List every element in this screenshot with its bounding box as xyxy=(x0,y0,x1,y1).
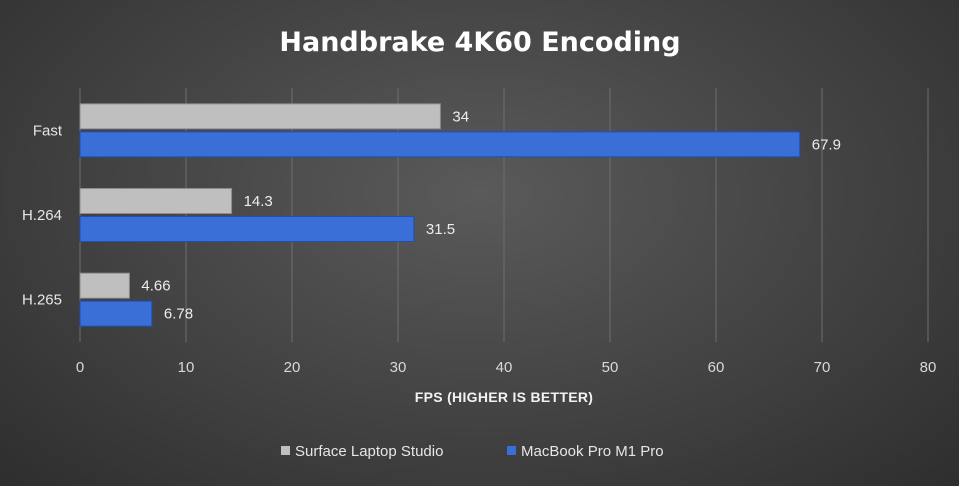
x-tick-label: 20 xyxy=(284,359,301,376)
legend-label: Surface Laptop Studio xyxy=(295,443,443,460)
legend-swatch xyxy=(281,446,290,455)
bar xyxy=(79,272,130,299)
legend: Surface Laptop Studio MacBook Pro M1 Pro xyxy=(281,443,664,460)
legend-label: MacBook Pro M1 Pro xyxy=(521,443,664,460)
legend-swatch xyxy=(507,446,516,455)
category-label: Fast xyxy=(33,122,63,139)
bar xyxy=(79,300,153,327)
bar xyxy=(79,131,801,158)
data-label: 14.3 xyxy=(244,193,273,210)
bar xyxy=(79,103,441,130)
x-tick-label: 50 xyxy=(602,359,619,376)
data-label: 6.78 xyxy=(164,306,193,323)
category-label: H.265 xyxy=(22,292,62,309)
bars: 34 67.9 14.3 31.5 4.66 6.78 xyxy=(79,103,841,327)
data-label: 31.5 xyxy=(426,221,455,238)
category-labels: Fast H.264 H.265 xyxy=(22,122,63,308)
x-tick-label: 30 xyxy=(390,359,407,376)
chart-title: Handbrake 4K60 Encoding xyxy=(279,27,680,58)
gridlines xyxy=(79,88,929,342)
x-axis-title: FPS (HIGHER IS BETTER) xyxy=(415,389,594,405)
x-tick-label: 60 xyxy=(708,359,725,376)
x-tick-label: 70 xyxy=(814,359,831,376)
x-tick-labels: 0 10 20 30 40 50 60 70 80 xyxy=(76,359,937,376)
x-tick-label: 40 xyxy=(496,359,513,376)
data-label: 34 xyxy=(452,108,469,125)
x-tick-label: 80 xyxy=(920,359,937,376)
bar xyxy=(79,216,415,242)
category-label: H.264 xyxy=(22,207,62,224)
data-label: 4.66 xyxy=(141,278,170,295)
x-tick-label: 10 xyxy=(178,359,195,376)
data-label: 67.9 xyxy=(812,136,841,153)
x-tick-label: 0 xyxy=(76,359,84,376)
bar xyxy=(79,188,233,214)
